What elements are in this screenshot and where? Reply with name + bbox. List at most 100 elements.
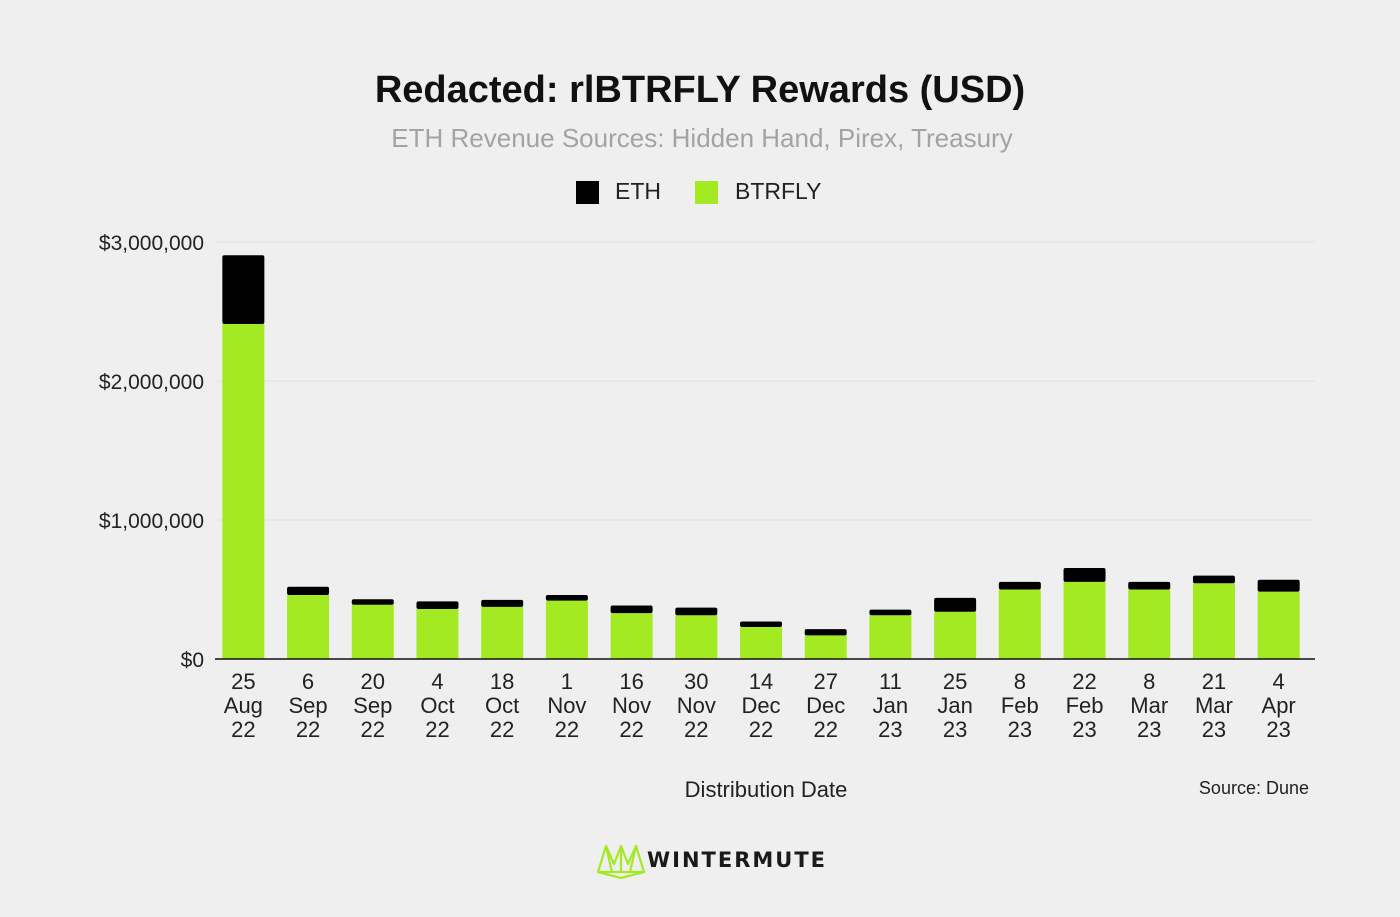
x-tick-label-line: 11 [879, 669, 902, 694]
x-tick-label: 25 Jan 23 [937, 669, 972, 742]
bar-btrfly [545, 600, 588, 659]
chart-title: Redacted: rlBTRFLY Rewards (USD) [375, 69, 1025, 111]
x-tick-label-line: 23 [1137, 717, 1161, 742]
bar-eth [222, 255, 265, 325]
bar-eth [545, 595, 588, 601]
bar-btrfly [1257, 591, 1300, 659]
x-tick-label-line: Oct [420, 693, 454, 718]
legend-label-btrfly: BTRFLY [735, 178, 821, 204]
x-tick-label: 11 Jan 23 [873, 669, 908, 742]
x-tick-label-line: Dec [741, 693, 780, 718]
bar-btrfly [222, 324, 265, 659]
x-tick-label: 21 Mar 23 [1195, 669, 1233, 742]
x-tick-label-line: 4 [431, 669, 443, 694]
x-tick-label-line: Jan [937, 693, 972, 718]
x-tick-label-line: Nov [677, 693, 716, 718]
bar-eth [610, 605, 653, 614]
bar-btrfly [869, 615, 912, 659]
x-tick-label-line: Sep [288, 693, 327, 718]
source-note: Source: Dune [1199, 778, 1309, 798]
x-tick-label-line: Apr [1262, 693, 1296, 718]
x-tick-label-line: Jan [873, 693, 908, 718]
x-tick-label-line: 22 [749, 717, 773, 742]
x-tick-label-line: 8 [1014, 669, 1026, 694]
x-tick-label-line: 22 [296, 717, 320, 742]
x-tick-label-line: 25 [943, 669, 967, 694]
x-tick-label: 8 Feb 23 [1001, 669, 1039, 742]
x-tick-label: 18 Oct 22 [485, 669, 519, 742]
x-tick-label-line: 23 [1266, 717, 1290, 742]
x-tick-label-line: 23 [1202, 717, 1226, 742]
x-tick-label-line: 22 [231, 717, 255, 742]
bars [222, 255, 1300, 659]
x-tick-label-line: 6 [302, 669, 314, 694]
x-tick-label: 22 Feb 23 [1066, 669, 1104, 742]
x-tick-label-line: 8 [1143, 669, 1155, 694]
x-tick-label: 8 Mar 23 [1130, 669, 1168, 742]
legend: ETH BTRFLY [576, 178, 821, 204]
bar-btrfly [998, 589, 1041, 659]
x-tick-label-line: 22 [684, 717, 708, 742]
x-tick-label-line: 23 [943, 717, 967, 742]
x-tick-label-line: 22 [813, 717, 837, 742]
x-tick-label-line: 22 [425, 717, 449, 742]
bar-btrfly [481, 606, 524, 659]
bar-btrfly [351, 604, 394, 659]
x-tick-label-line: Nov [612, 693, 651, 718]
bar-btrfly [740, 627, 782, 659]
x-tick-label-line: 1 [561, 669, 573, 694]
y-axis: $0 $1,000,000 $2,000,000 $3,000,000 [99, 232, 204, 672]
x-tick-label: 20 Sep 22 [353, 669, 392, 742]
bar-eth [804, 629, 847, 636]
bar-eth [675, 607, 718, 616]
x-tick-label-line: 23 [1072, 717, 1096, 742]
y-tick-label: $3,000,000 [99, 232, 204, 255]
bar-eth [287, 586, 330, 596]
x-tick-label-line: Nov [547, 693, 586, 718]
bar-eth [934, 597, 977, 612]
bar-eth [1257, 579, 1300, 592]
x-tick-label-line: 22 [555, 717, 579, 742]
legend-swatch-btrfly [695, 181, 718, 204]
x-tick-label-line: Mar [1130, 693, 1168, 718]
y-tick-label: $2,000,000 [99, 371, 204, 394]
bar-eth [740, 621, 782, 628]
brand-name: WINTERMUTE [647, 848, 827, 872]
x-tick-label-line: Oct [485, 693, 519, 718]
legend-label-eth: ETH [615, 178, 661, 204]
bar-eth [1192, 575, 1235, 584]
x-tick-label-line: 21 [1202, 669, 1226, 694]
x-tick-label-line: Dec [806, 693, 845, 718]
bar-eth [1063, 567, 1106, 582]
bar-eth [998, 581, 1041, 590]
bar-eth [481, 599, 524, 607]
bar-eth [416, 601, 459, 609]
x-tick-label-line: 27 [813, 669, 837, 694]
x-tick-label-line: 30 [684, 669, 708, 694]
x-tick-label-line: 18 [490, 669, 514, 694]
x-tick-label: 6 Sep 22 [288, 669, 327, 742]
bar-eth [351, 599, 394, 605]
bar-btrfly [416, 608, 459, 659]
bar-eth [869, 609, 912, 616]
x-tick-label-line: 23 [1008, 717, 1032, 742]
bar-btrfly [934, 611, 977, 659]
grid-lines [215, 241, 1315, 521]
x-tick-label: 30 Nov 22 [677, 669, 716, 742]
x-tick-label-line: Sep [353, 693, 392, 718]
x-tick-label-line: 22 [1072, 669, 1096, 694]
bar-btrfly [287, 595, 330, 659]
y-tick-label: $0 [181, 649, 204, 672]
x-tick-label-line: 22 [361, 717, 385, 742]
x-tick-label-line: Feb [1001, 693, 1039, 718]
bar-btrfly [804, 635, 847, 659]
bar-btrfly [1192, 583, 1235, 659]
wintermute-logo-icon [596, 844, 646, 880]
x-tick-label: 27 Dec 22 [806, 669, 845, 742]
x-tick-label-line: 23 [878, 717, 902, 742]
x-tick-label: 4 Apr 23 [1262, 669, 1296, 742]
x-tick-label-line: Aug [224, 693, 263, 718]
